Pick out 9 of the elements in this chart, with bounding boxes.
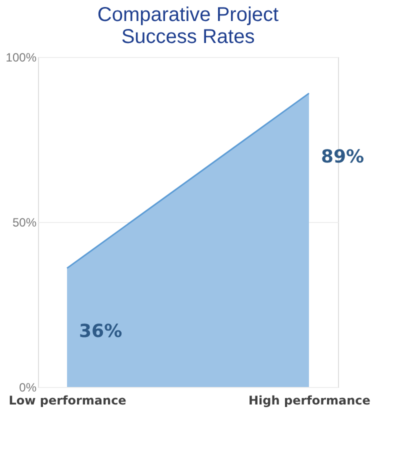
text: 36% bbox=[79, 321, 122, 342]
text: Success Rates bbox=[121, 26, 255, 48]
x-tick-label: Low performance bbox=[8, 394, 126, 408]
text: Comparative Project bbox=[97, 4, 279, 26]
y-tick-label: 50% bbox=[12, 216, 37, 230]
y-tick-label: 0% bbox=[19, 380, 37, 394]
text: 89% bbox=[320, 146, 364, 168]
y-tick-label: 100% bbox=[6, 50, 37, 64]
x-tick-label: High performance bbox=[248, 394, 370, 408]
